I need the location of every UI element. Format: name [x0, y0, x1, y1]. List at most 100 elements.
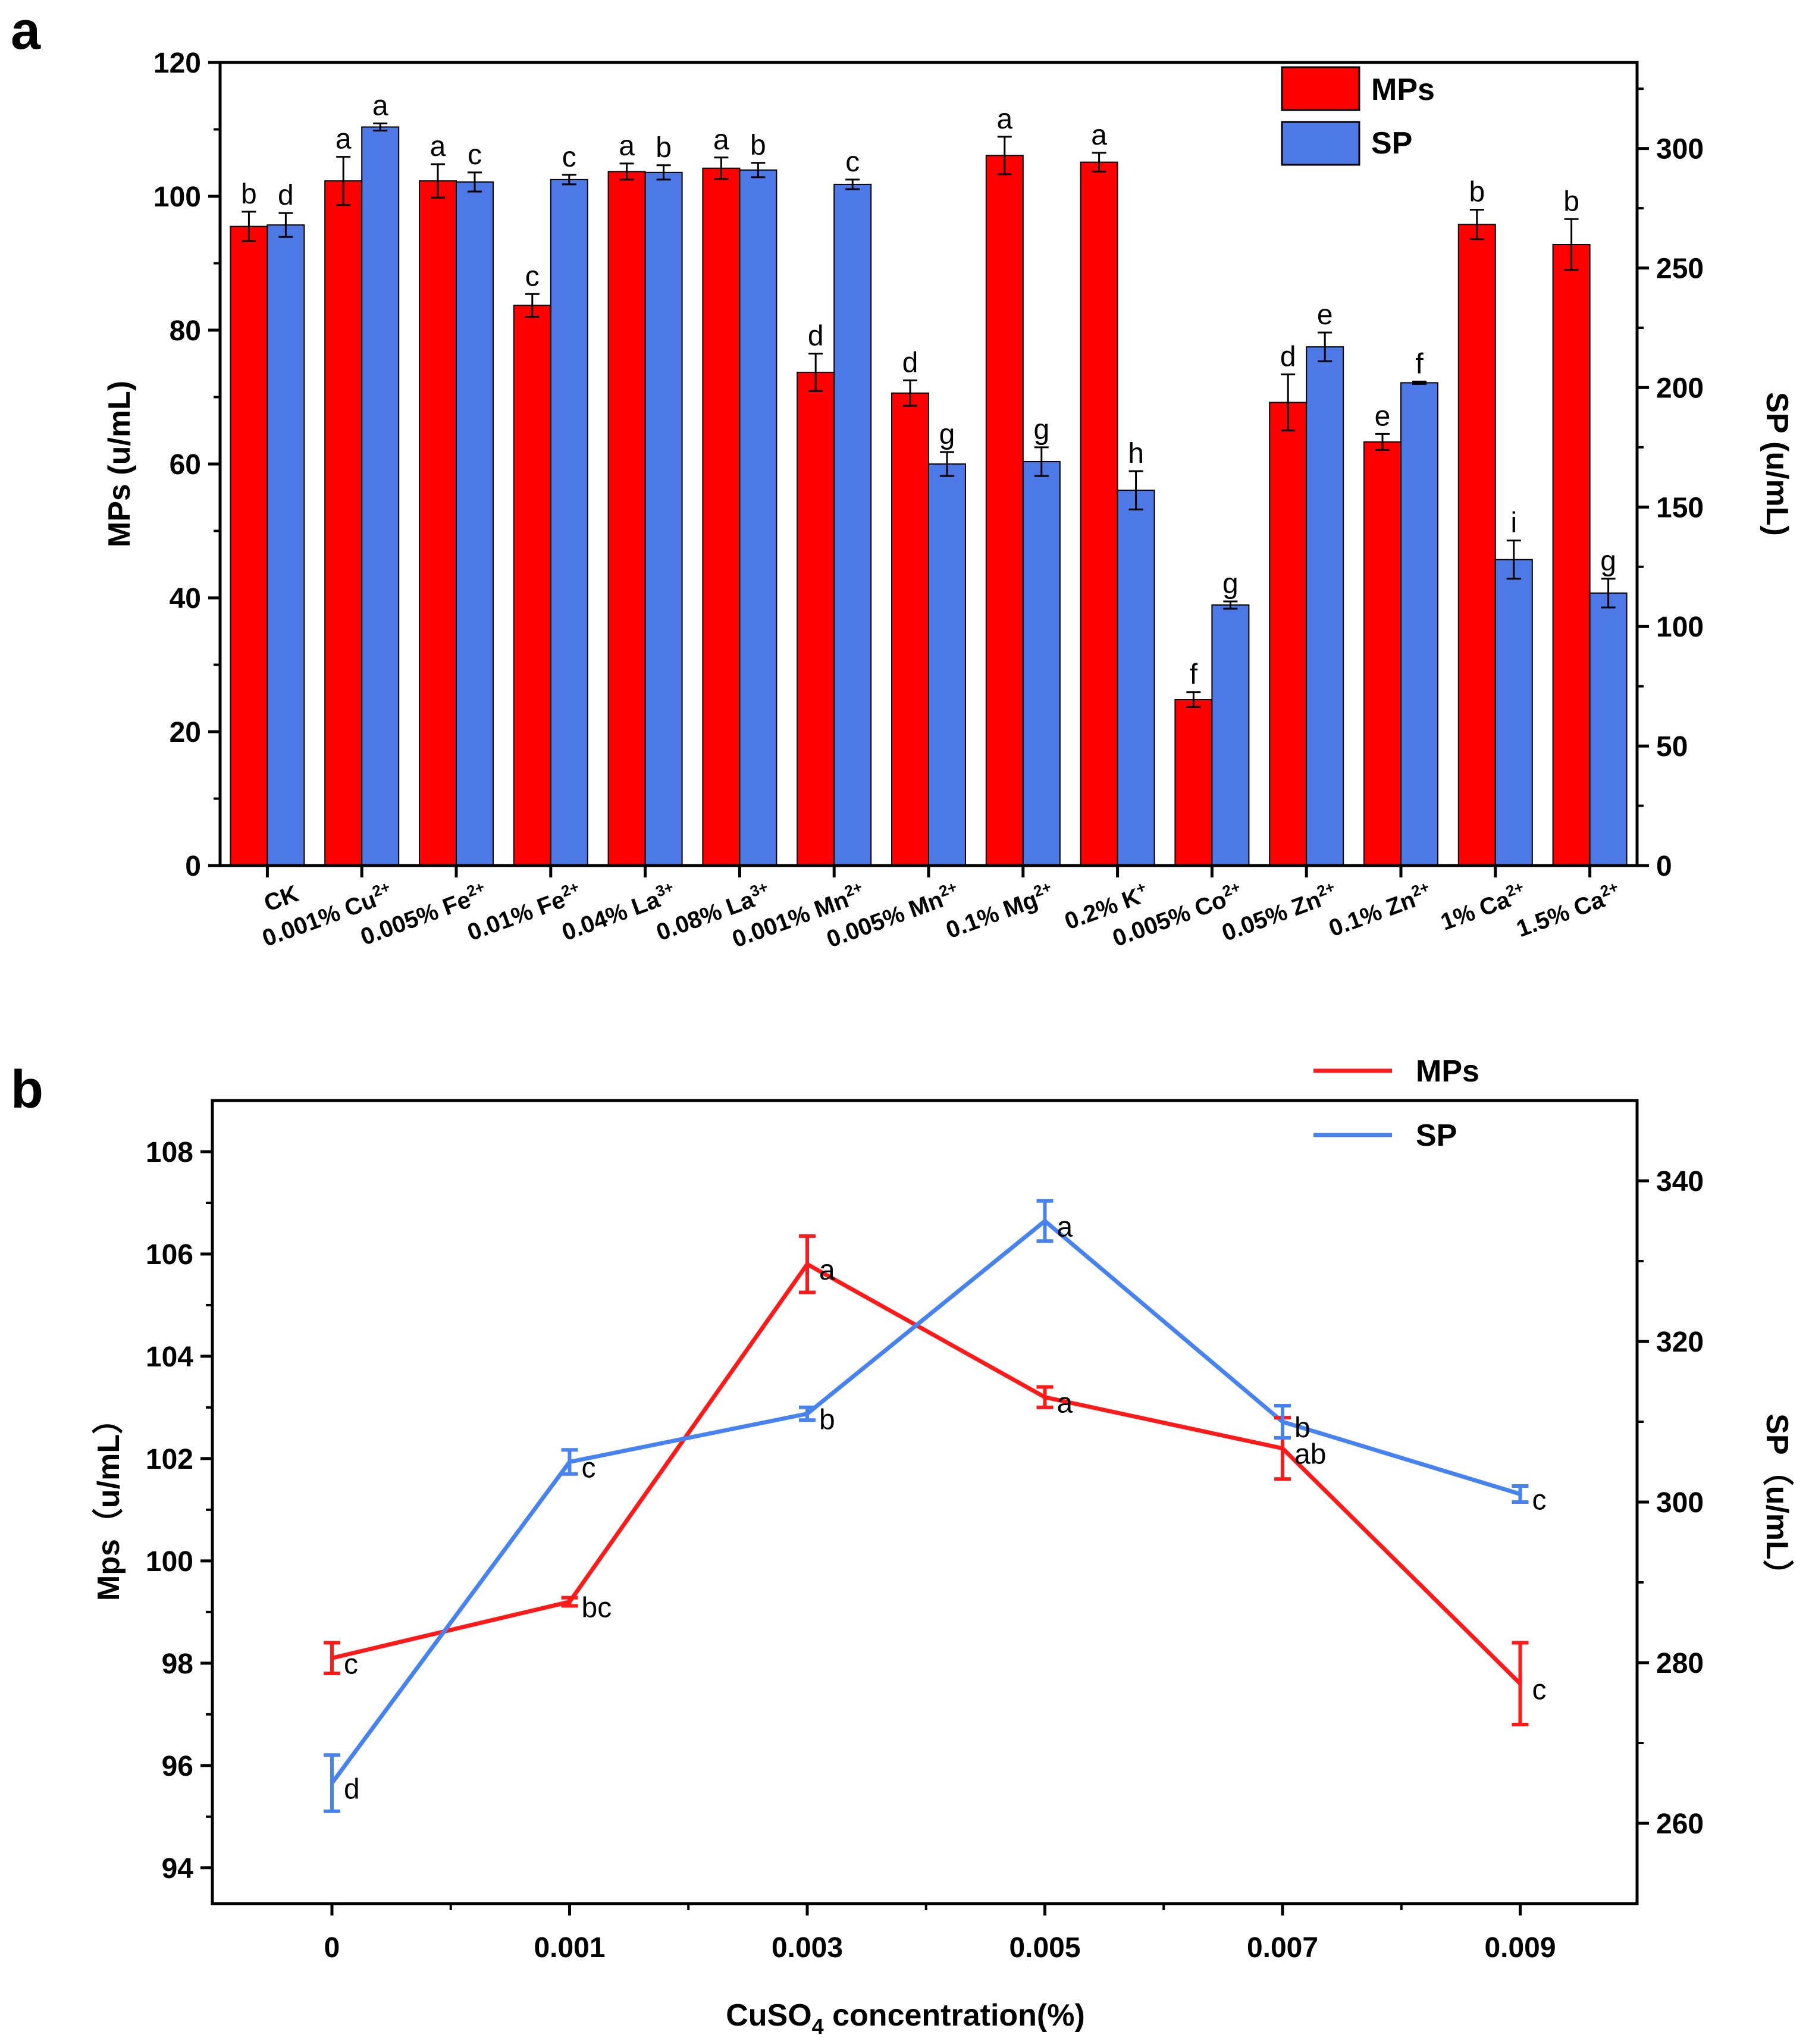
category-name: 0.1% Zn — [1325, 886, 1419, 942]
y-tick-label-left: 120 — [153, 48, 201, 79]
y-axis-right-title-a: SP (u/mL) — [1760, 392, 1794, 536]
legend-label-mps: MPs — [1371, 73, 1435, 107]
y-tick-label-left: 98 — [162, 1648, 193, 1680]
y-tick-label-right: 260 — [1656, 1808, 1704, 1840]
bar-mps — [513, 305, 551, 866]
bar-mps — [1457, 224, 1496, 866]
panel-a-label: a — [11, 1, 41, 61]
significance-letter: c — [468, 139, 482, 171]
y-tick-label-left: 0 — [185, 851, 201, 882]
significance-letter: a — [1091, 120, 1107, 151]
significance-letter: c — [845, 146, 860, 178]
x-tick-label: 0.009 — [1484, 1932, 1556, 1964]
category-label: 0.1% Mg2+ — [942, 877, 1058, 943]
significance-letter: c — [1532, 1674, 1547, 1706]
bar-sp — [1494, 559, 1533, 866]
bar-sp — [1306, 346, 1344, 866]
significance-letter: a — [336, 124, 352, 155]
significance-letter: b — [1563, 186, 1579, 217]
significance-letter: d — [344, 1774, 360, 1805]
legend-swatch-mps — [1281, 66, 1360, 111]
significance-letter: g — [1033, 414, 1049, 446]
significance-letter: a — [819, 1255, 835, 1286]
y-tick-label-left: 106 — [146, 1239, 193, 1271]
y-tick-label-right: 340 — [1656, 1166, 1704, 1197]
bar-mps — [702, 167, 741, 866]
y-tick-label-right: 300 — [1656, 134, 1704, 165]
significance-letter: c — [562, 142, 576, 173]
y-tick-label-left: 100 — [146, 1546, 193, 1578]
category-name: 1% Ca — [1437, 886, 1514, 936]
bar-mps — [985, 155, 1024, 866]
y-tick-label-right: 200 — [1656, 372, 1704, 404]
x-tick-label: 0.003 — [772, 1932, 843, 1964]
bar-mps — [797, 371, 835, 866]
significance-letter: f — [1415, 348, 1424, 380]
y-axis-right-title-b: SP（u/mL） — [1760, 1413, 1794, 1591]
significance-letter: a — [713, 124, 729, 156]
significance-letter: b — [1294, 1412, 1310, 1444]
significance-letter: a — [430, 131, 446, 162]
y-tick-label-right: 0 — [1656, 851, 1672, 882]
significance-letter: bc — [582, 1592, 612, 1624]
y-tick-label-right: 100 — [1656, 612, 1704, 643]
y-axis-left-title-b: Mps（u/mL） — [92, 1403, 126, 1601]
bar-sp — [833, 183, 872, 866]
y-tick-label-right: 150 — [1656, 492, 1704, 523]
significance-letter: a — [1057, 1388, 1073, 1419]
bar-sp — [928, 463, 966, 866]
significance-letter: g — [1600, 546, 1616, 577]
significance-letter: a — [1057, 1212, 1073, 1243]
y-tick-label-right: 280 — [1656, 1648, 1704, 1679]
bar-mps — [230, 225, 268, 866]
category-name: 1.5% Ca — [1513, 886, 1609, 942]
bar-mps — [1552, 244, 1591, 866]
significance-letter: a — [372, 90, 388, 121]
significance-letter: ab — [1294, 1439, 1326, 1471]
bar-sp — [739, 169, 777, 866]
y-tick-label-left: 104 — [146, 1341, 193, 1373]
y-tick-label-right: 250 — [1656, 253, 1704, 285]
significance-letter: e — [1317, 299, 1333, 331]
y-tick-label-right: 50 — [1656, 731, 1688, 763]
bar-mps — [419, 180, 457, 866]
x-axis-title-b: CuSO4 concentration(%) — [726, 1998, 1085, 2039]
bar-sp — [1400, 382, 1438, 866]
legend-b: MPs SP — [1313, 1054, 1479, 1153]
y-tick-label-left: 100 — [153, 181, 201, 213]
y-tick-label-left: 80 — [170, 315, 201, 347]
significance-letter: h — [1128, 438, 1144, 469]
x-title-sub: 4 — [812, 2014, 824, 2039]
bar-sp — [644, 171, 683, 867]
series-line-mps — [331, 1262, 1522, 1685]
x-tick-label: 0.001 — [534, 1932, 605, 1964]
bar-mps — [1269, 402, 1308, 866]
bar-sp — [1022, 460, 1061, 866]
bar-sp — [361, 126, 400, 866]
category-label: 0.1% Zn2+ — [1324, 877, 1435, 942]
y-tick-label-right: 320 — [1656, 1327, 1704, 1358]
significance-letter: e — [1375, 400, 1391, 432]
bar-sp — [1589, 592, 1628, 866]
significance-letter: a — [619, 130, 635, 162]
category-label: 1.5% Ca2+ — [1512, 877, 1625, 942]
legend-label-mps-b: MPs — [1416, 1054, 1479, 1089]
bar-mps — [607, 171, 646, 866]
x-tick-label: 0.005 — [1009, 1932, 1080, 1964]
category-label: CK — [261, 880, 302, 917]
bar-sp — [456, 181, 494, 867]
significance-letter: i — [1510, 507, 1517, 539]
bar-sp — [1117, 490, 1155, 866]
significance-letter: g — [1222, 568, 1239, 600]
significance-letter: g — [939, 419, 955, 450]
y-tick-label-left: 102 — [146, 1444, 193, 1475]
significance-letter: c — [525, 261, 540, 292]
category-name: CK — [261, 880, 302, 917]
bar-sp — [267, 224, 305, 867]
bar-sp — [1211, 604, 1250, 867]
significance-letter: b — [241, 178, 257, 210]
x-title-main: CuSO — [726, 1998, 811, 2033]
